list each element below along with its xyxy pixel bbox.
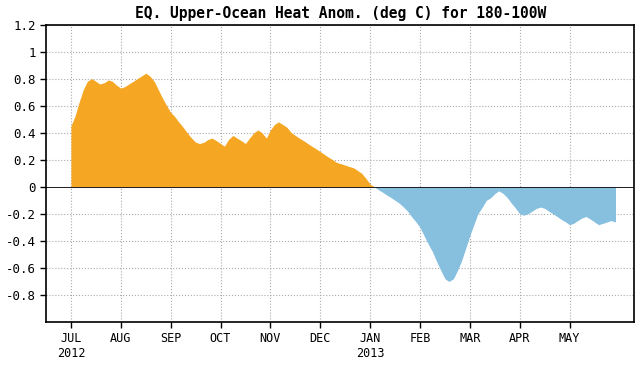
- Title: EQ. Upper-Ocean Heat Anom. (deg C) for 180-100W: EQ. Upper-Ocean Heat Anom. (deg C) for 1…: [134, 5, 546, 20]
